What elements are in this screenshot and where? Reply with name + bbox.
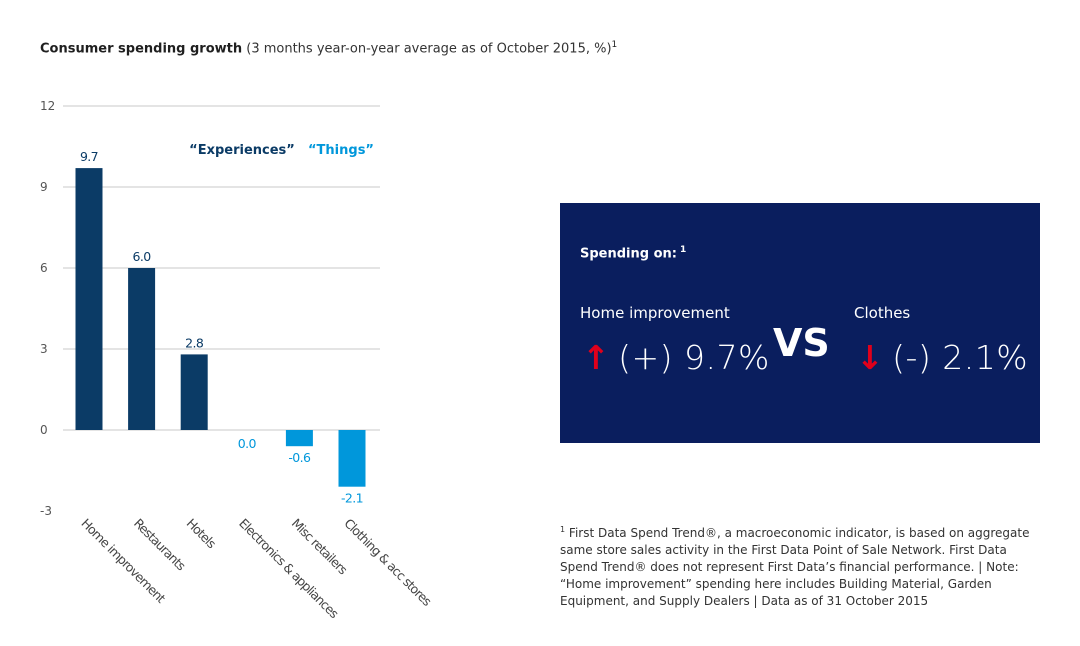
- bar: [338, 430, 366, 487]
- home-improvement-value: ↑ (+) 9.7%: [582, 338, 770, 377]
- chart-title: Consumer spending growth (3 months year-…: [40, 40, 617, 56]
- panel-header-footnote-ref: 1: [679, 245, 687, 255]
- panel-header: Spending on: 1: [580, 245, 686, 261]
- footnote-marker: 1: [560, 525, 566, 534]
- data-label: 9.7: [80, 149, 98, 164]
- category-label: Hotels: [184, 516, 219, 551]
- category-label: Electronics & appliances: [236, 516, 341, 621]
- home-improvement-label: Home improvement: [580, 304, 730, 322]
- footnote-text: First Data Spend Trend®, a macroeconomic…: [560, 526, 1030, 608]
- home-improvement-value-text: (+) 9.7%: [618, 338, 770, 377]
- y-tick-label: -3: [40, 504, 52, 518]
- chart-title-footnote-ref: 1: [611, 40, 618, 50]
- y-tick-label: 9: [40, 180, 48, 194]
- panel-header-text: Spending on:: [580, 246, 677, 262]
- data-label: 2.8: [185, 335, 204, 350]
- y-tick-label: 0: [40, 423, 48, 437]
- legend-experiences: “Experiences”: [189, 143, 295, 158]
- bar: [128, 268, 156, 430]
- clothes-value-text: (-) 2.1%: [892, 338, 1029, 377]
- chart-title-subtitle: (3 months year-on-year average as of Oct…: [246, 41, 612, 57]
- legend-things: “Things”: [308, 143, 374, 158]
- data-label: -2.1: [341, 491, 363, 506]
- y-tick-label: 6: [40, 261, 48, 275]
- bar: [180, 354, 208, 430]
- clothes-label: Clothes: [854, 304, 911, 322]
- spending-comparison-panel: Spending on: 1 Home improvement ↑ (+) 9.7%…: [560, 203, 1040, 443]
- arrow-down-icon: ↓: [856, 338, 885, 377]
- category-label: Clothing & acc stores: [341, 516, 434, 609]
- footnote: 1 First Data Spend Trend®, a macroeconom…: [560, 521, 1040, 610]
- vs-label: VS: [773, 321, 830, 365]
- bar: [285, 430, 313, 447]
- y-tick-label: 3: [40, 342, 48, 356]
- category-label: Restaurants: [131, 516, 189, 574]
- clothes-value: ↓ (-) 2.1%: [856, 338, 1028, 377]
- bar: [75, 168, 103, 430]
- chart-title-bold: Consumer spending growth: [40, 41, 243, 57]
- data-label: 6.0: [133, 249, 152, 264]
- data-label: 0.0: [238, 436, 257, 451]
- arrow-up-icon: ↑: [582, 338, 611, 377]
- data-label: -0.6: [288, 450, 311, 465]
- y-tick-label: 12: [40, 99, 55, 113]
